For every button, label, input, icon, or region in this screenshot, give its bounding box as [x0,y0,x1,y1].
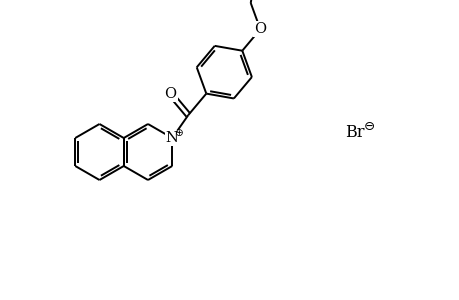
Text: O: O [254,22,266,36]
Text: ⊕: ⊕ [174,128,182,138]
Text: ⊖: ⊖ [363,119,374,133]
Text: Br: Br [345,124,364,140]
Text: N: N [165,131,178,145]
Text: O: O [164,87,176,100]
